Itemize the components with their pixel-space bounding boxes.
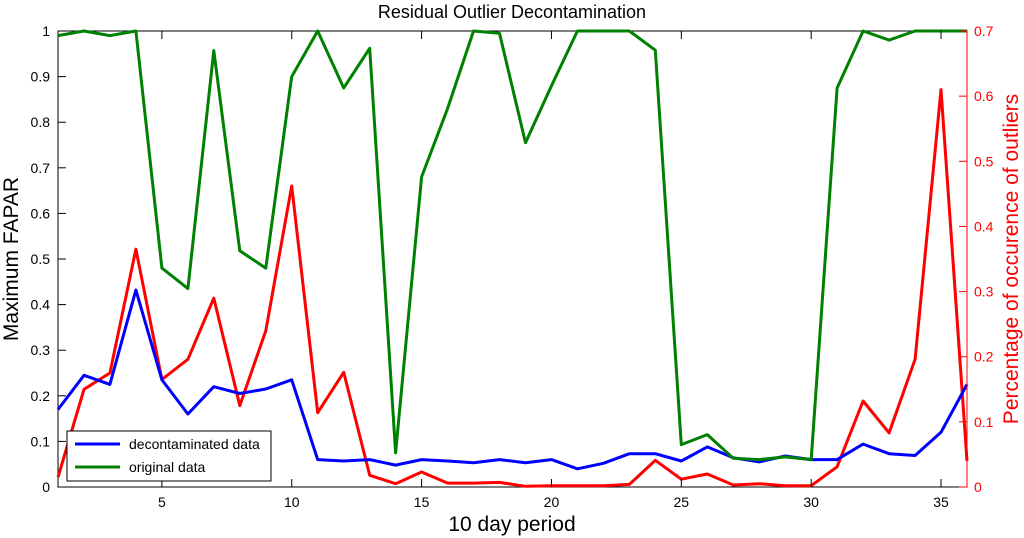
- y-right-tick-label: 0.3: [974, 284, 994, 300]
- x-tick-label: 30: [803, 494, 819, 510]
- plot-area: [57, 30, 968, 488]
- series-line-decontaminated: [56, 288, 969, 471]
- legend-box: [66, 430, 272, 482]
- y-right-tick-label: 0.5: [974, 153, 994, 169]
- plot-frame: [57, 30, 968, 488]
- y-left-tick-label: 0.8: [31, 114, 51, 130]
- legend-label-original: original data: [129, 459, 205, 475]
- chart-title: Residual Outlier Decontamination: [378, 2, 646, 22]
- y-left-tick-label: 1: [42, 23, 50, 39]
- x-tick-label: 35: [933, 494, 949, 510]
- y-axis-left: 0 0.1 0.2 0.3 0.4 0.5 0.6 0.7 0.8 0.9 1: [31, 23, 66, 495]
- y-left-tick-label: 0.7: [31, 160, 51, 176]
- y-axis-right-title: Percentage of occurence of outliers: [1000, 94, 1023, 424]
- series-line-original: [57, 29, 967, 462]
- y-right-tick-label: 0.7: [974, 23, 994, 39]
- x-tick-label: 15: [414, 494, 430, 510]
- x-tick-label: 20: [544, 494, 560, 510]
- y-right-tick-label: 0.6: [974, 88, 994, 104]
- y-left-tick-label: 0.2: [31, 388, 51, 404]
- x-axis: 5 10 15 20 25 30 35: [158, 31, 949, 510]
- legend-label-decontaminated: decontaminated data: [129, 436, 260, 452]
- y-axis-left-title: Maximum FAPAR: [0, 177, 23, 341]
- x-axis-title: 10 day period: [448, 513, 575, 536]
- y-left-tick-label: 0.1: [31, 433, 51, 449]
- y-left-tick-label: 0.9: [31, 69, 51, 85]
- y-left-tick-label: 0.5: [31, 251, 51, 267]
- y-left-tick-label: 0.6: [31, 205, 51, 221]
- y-right-tick-label: 0.2: [974, 349, 994, 365]
- x-tick-label: 25: [674, 494, 690, 510]
- y-right-tick-label: 0: [974, 479, 982, 495]
- series-layer: [56, 29, 969, 488]
- y-axis-right: 0 0.1 0.2 0.3 0.4 0.5 0.6 0.7: [959, 23, 994, 495]
- x-tick-label: 5: [158, 494, 166, 510]
- y-right-tick-label: 0.4: [974, 218, 994, 234]
- y-left-tick-label: 0.3: [31, 342, 51, 358]
- y-left-tick-label: 0: [42, 479, 50, 495]
- series-line-outlier-percentage: [56, 88, 969, 488]
- x-tick-label: 10: [284, 494, 300, 510]
- legend: decontaminated data original data: [66, 430, 272, 482]
- y-right-tick-label: 0.1: [974, 414, 994, 430]
- y-left-tick-label: 0.4: [31, 297, 51, 313]
